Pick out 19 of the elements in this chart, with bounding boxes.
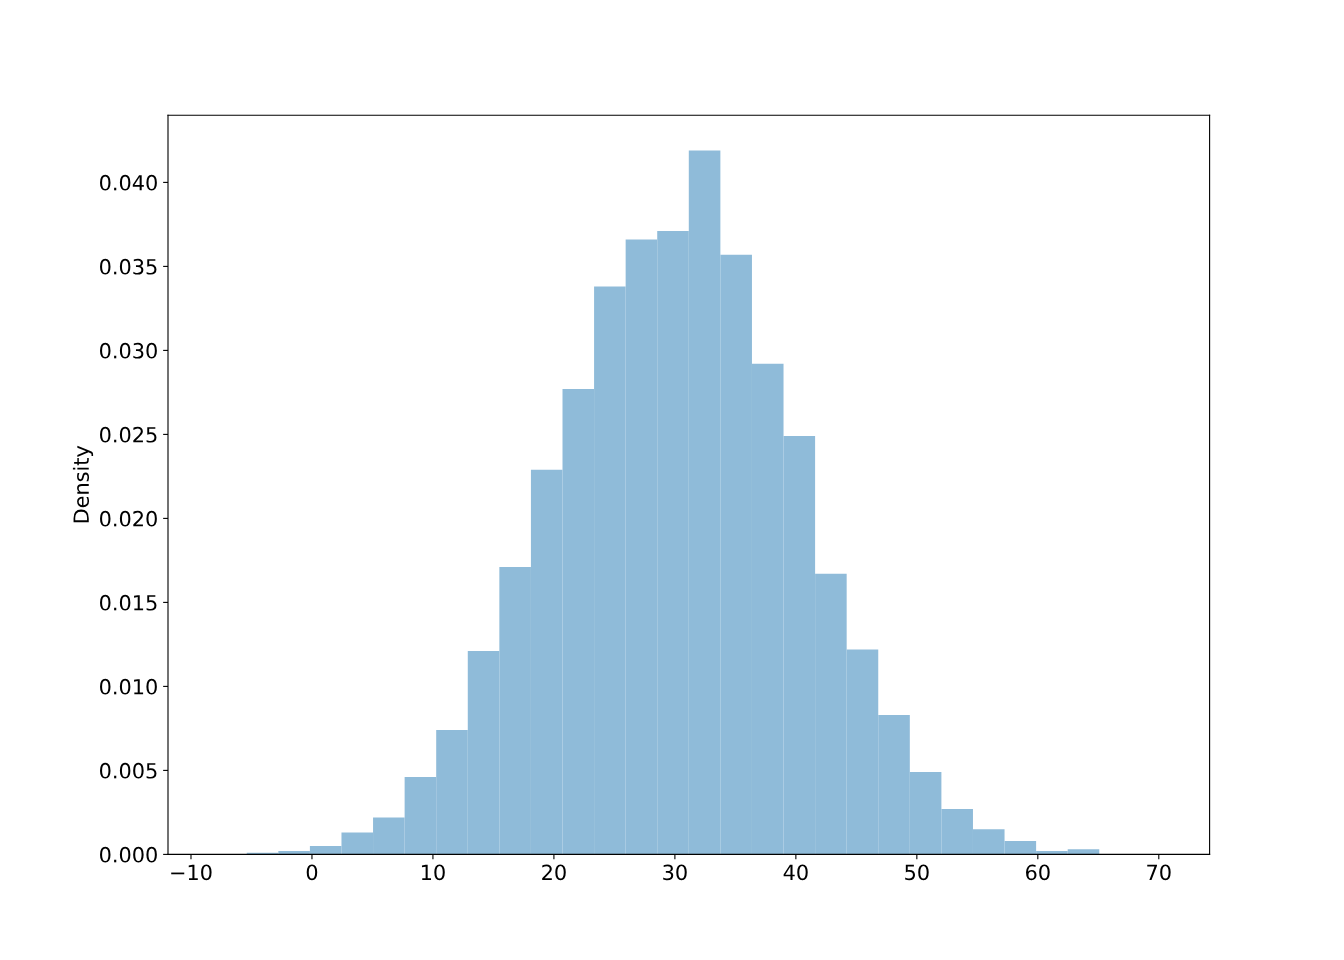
x-tick-label: 0	[306, 864, 318, 881]
x-tick-label: 50	[905, 864, 929, 881]
y-tick-label: 0.015	[100, 594, 157, 611]
y-tick-label: 0.010	[100, 678, 157, 695]
y-tick-label: 0.035	[100, 258, 157, 275]
y-tick-label: 0.040	[100, 174, 157, 191]
x-tick-label: 70	[1147, 864, 1171, 881]
x-tick-label: 10	[421, 864, 445, 881]
y-tick-label: 0.030	[100, 342, 157, 359]
x-tick-label: 20	[542, 864, 566, 881]
y-tick-label: 0.000	[100, 846, 157, 863]
y-axis-title: Density	[72, 445, 94, 523]
x-tick-label: −10	[171, 864, 212, 881]
y-tick-label: 0.025	[100, 426, 157, 443]
y-tick-label: 0.005	[100, 762, 157, 779]
x-tick-label: 40	[783, 864, 808, 881]
x-tick-label: 30	[663, 864, 687, 881]
x-tick-label: 60	[1026, 864, 1050, 881]
y-tick-label: 0.020	[100, 510, 157, 527]
